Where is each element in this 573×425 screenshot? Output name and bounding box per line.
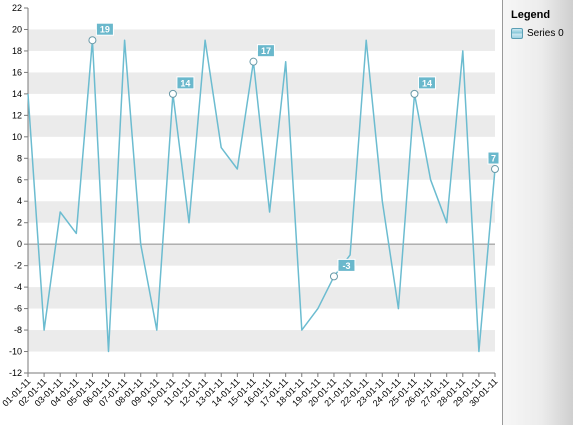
data-label: 7 xyxy=(491,154,496,164)
y-tick-label: 14 xyxy=(12,89,22,99)
y-tick-label: -8 xyxy=(14,325,22,335)
grid-band xyxy=(28,115,495,137)
data-label: 17 xyxy=(261,46,271,56)
data-point-marker xyxy=(491,165,499,174)
data-point-marker xyxy=(168,89,177,98)
y-tick-label: 8 xyxy=(17,153,22,163)
data-label: 19 xyxy=(100,25,110,35)
grid-band xyxy=(28,244,495,266)
data-label-box xyxy=(176,76,195,90)
y-tick-label: 0 xyxy=(17,239,22,249)
grid-band xyxy=(28,29,495,51)
data-point-marker xyxy=(410,89,419,98)
legend-item-series-0[interactable]: Series 0 xyxy=(511,28,564,39)
grid-band xyxy=(28,201,495,223)
data-label: 14 xyxy=(422,78,432,88)
data-point-marker xyxy=(329,272,338,281)
data-label-box xyxy=(487,151,500,165)
y-tick-label: 2 xyxy=(17,218,22,228)
grid-band xyxy=(28,72,495,94)
legend-label: Series 0 xyxy=(527,28,564,39)
grid-band xyxy=(28,287,495,309)
y-tick-label: -10 xyxy=(9,347,22,357)
data-label: 14 xyxy=(180,78,190,88)
legend-panel: Legend Series 0 xyxy=(503,0,573,425)
y-tick-label: 4 xyxy=(17,196,22,206)
y-tick-label: -4 xyxy=(14,282,22,292)
data-label: -3 xyxy=(342,261,350,271)
data-point-marker xyxy=(249,57,258,66)
y-tick-label: 20 xyxy=(12,24,22,34)
y-tick-label: 6 xyxy=(17,175,22,185)
legend-swatch-icon xyxy=(511,28,523,39)
y-tick-label: 22 xyxy=(12,3,22,13)
chart-area: -12 -10 -8 -6 -4 -2 0 2 4 6 8 10 12 14 16 18 20 22 01-01-1… xyxy=(0,0,503,425)
y-tick-label: 12 xyxy=(12,110,22,120)
legend-title: Legend xyxy=(511,9,551,21)
y-tick-label: -6 xyxy=(14,304,22,314)
data-point-marker xyxy=(88,36,97,45)
y-tick-label: -12 xyxy=(9,368,22,378)
line-chart: -12-10-8-6-4-2024681012141618202201-01-1… xyxy=(0,3,500,408)
y-tick-label: 10 xyxy=(12,132,22,142)
data-label-box xyxy=(417,76,436,90)
data-label-box xyxy=(337,258,356,272)
y-tick-label: -2 xyxy=(14,261,22,271)
series-line-series-0 xyxy=(27,39,496,353)
grid-band xyxy=(28,330,495,352)
y-tick-label: 16 xyxy=(12,67,22,77)
data-label-box xyxy=(95,22,114,36)
data-label-box xyxy=(256,44,275,58)
y-tick-label: 18 xyxy=(12,46,22,56)
